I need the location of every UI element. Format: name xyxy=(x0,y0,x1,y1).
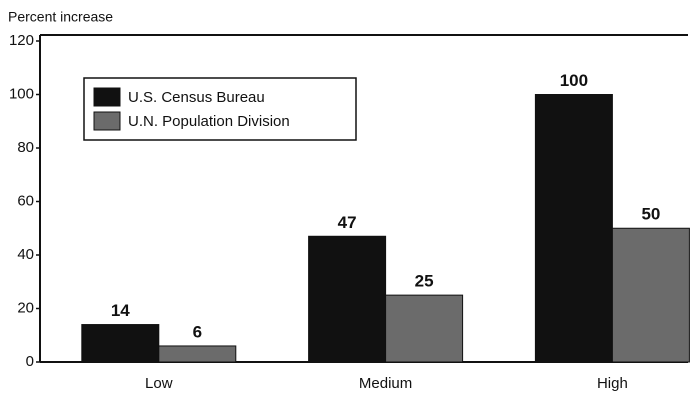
bar xyxy=(385,294,464,363)
value-label: 50 xyxy=(641,205,660,224)
bar xyxy=(611,227,690,363)
bar xyxy=(534,94,613,363)
value-label: 100 xyxy=(560,71,588,90)
x-tick-label: Medium xyxy=(359,375,412,392)
value-label: 6 xyxy=(193,322,202,341)
y-tick-label: 80 xyxy=(17,139,34,156)
legend-label: U.S. Census Bureau xyxy=(128,89,265,106)
bar xyxy=(158,345,237,363)
bar xyxy=(81,324,160,363)
y-tick-label: 60 xyxy=(17,192,34,209)
legend-swatch xyxy=(93,111,121,131)
value-label: 25 xyxy=(415,272,434,291)
y-axis-label: Percent increase xyxy=(8,9,113,25)
legend-label: U.N. Population Division xyxy=(128,113,290,130)
bar xyxy=(308,235,387,363)
x-tick-label: High xyxy=(597,375,628,392)
y-tick-label: 40 xyxy=(17,246,34,263)
legend-swatch xyxy=(93,87,121,107)
y-tick-label: 100 xyxy=(9,85,34,102)
x-tick-label: Low xyxy=(145,375,173,392)
y-tick-label: 0 xyxy=(26,353,34,370)
value-label: 14 xyxy=(111,301,130,320)
y-tick-label: 20 xyxy=(17,299,34,316)
legend-box xyxy=(83,77,357,141)
value-label: 47 xyxy=(338,213,357,232)
y-tick-label: 120 xyxy=(9,32,34,49)
